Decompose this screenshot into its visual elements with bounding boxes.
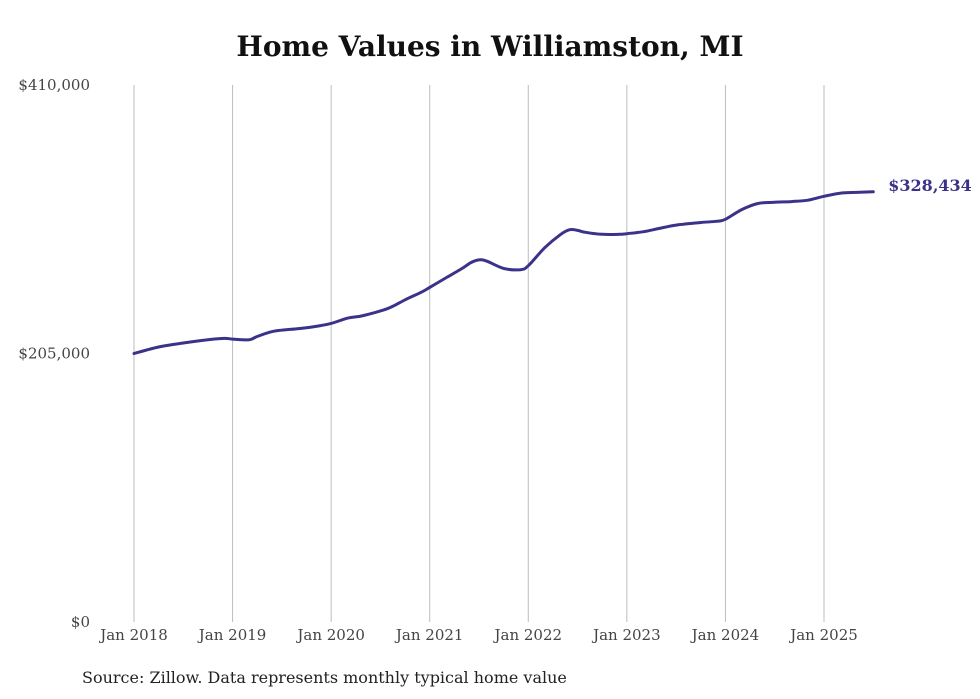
x-tick-label: Jan 2018 (98, 626, 168, 644)
x-tick-label: Jan 2020 (295, 626, 365, 644)
y-axis-ticks: $0 $205,000 $410,000 (18, 76, 90, 631)
x-tick-label: Jan 2021 (394, 626, 464, 644)
y-tick-label: $0 (71, 613, 90, 631)
y-tick-label: $205,000 (18, 345, 90, 363)
y-tick-label: $410,000 (18, 76, 90, 94)
x-axis-ticks: Jan 2018 Jan 2019 Jan 2020 Jan 2021 Jan 2022… (98, 626, 858, 644)
source-note: Source: Zillow. Data represents monthly … (82, 668, 567, 687)
x-tick-label: Jan 2022 (493, 626, 563, 644)
x-tick-label: Jan 2023 (591, 626, 661, 644)
grid-lines (133, 85, 825, 622)
chart-title: Home Values in Williamston, MI (236, 30, 744, 63)
series-line-home-value (132, 190, 875, 355)
x-tick-label: Jan 2024 (690, 626, 760, 644)
end-value-label: $328,434 (888, 176, 972, 195)
x-tick-label: Jan 2025 (788, 626, 858, 644)
x-tick-label: Jan 2019 (197, 626, 267, 644)
